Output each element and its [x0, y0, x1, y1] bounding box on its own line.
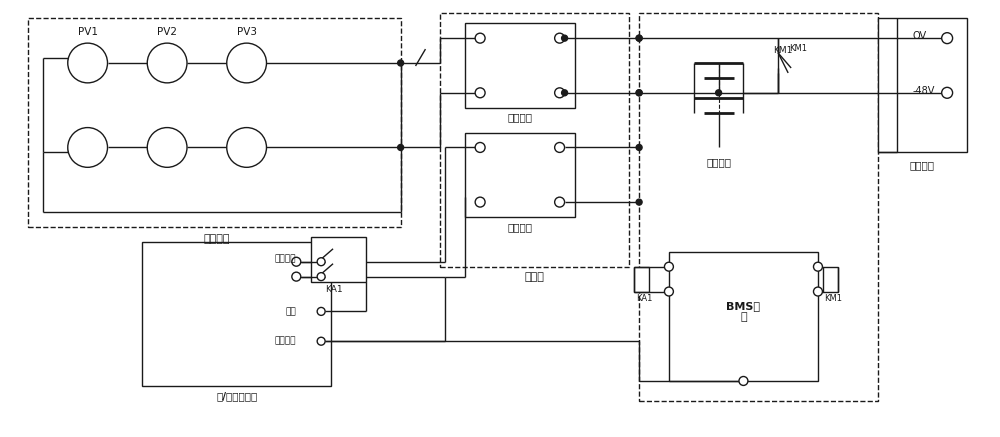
Circle shape: [813, 262, 822, 271]
Circle shape: [664, 262, 673, 271]
Bar: [465, 132, 575, 217]
Circle shape: [317, 337, 325, 345]
Circle shape: [555, 142, 565, 153]
Bar: [823, 267, 838, 291]
Text: 光伏组件: 光伏组件: [204, 234, 230, 244]
Circle shape: [147, 128, 187, 167]
Circle shape: [813, 287, 822, 296]
Circle shape: [475, 142, 485, 153]
Bar: [669, 252, 818, 381]
Circle shape: [317, 258, 325, 266]
Circle shape: [398, 60, 404, 66]
Text: KM1: KM1: [774, 45, 793, 55]
Circle shape: [636, 35, 642, 41]
Bar: [465, 23, 575, 108]
Text: 功率模块: 功率模块: [507, 113, 532, 123]
Text: 通信设备: 通信设备: [910, 160, 935, 170]
Bar: [634, 267, 649, 291]
Text: 油量输出: 油量输出: [275, 337, 296, 346]
Circle shape: [475, 33, 485, 43]
Circle shape: [292, 272, 301, 281]
Circle shape: [317, 308, 325, 316]
Bar: [311, 237, 366, 281]
Circle shape: [636, 90, 642, 96]
Text: KA1: KA1: [325, 285, 342, 294]
Text: 功率模块: 功率模块: [507, 222, 532, 232]
Circle shape: [292, 257, 301, 266]
Circle shape: [317, 273, 325, 281]
Bar: [28, 18, 401, 227]
Circle shape: [475, 197, 485, 207]
Circle shape: [555, 33, 565, 43]
Circle shape: [664, 287, 673, 296]
Text: BMS系
统: BMS系 统: [726, 301, 760, 322]
Circle shape: [636, 90, 642, 96]
Circle shape: [68, 128, 108, 167]
Circle shape: [227, 43, 266, 83]
Circle shape: [942, 33, 953, 44]
Text: OV: OV: [912, 31, 926, 41]
Circle shape: [942, 87, 953, 98]
Circle shape: [636, 145, 642, 150]
Circle shape: [636, 199, 642, 205]
Circle shape: [475, 88, 485, 98]
Text: 锂电池组: 锂电池组: [706, 157, 731, 167]
Text: 供电输出: 供电输出: [275, 254, 296, 263]
Circle shape: [562, 90, 568, 96]
Circle shape: [562, 35, 568, 41]
Text: 柴/汽油发电机: 柴/汽油发电机: [216, 391, 257, 401]
Circle shape: [555, 88, 565, 98]
Text: PV3: PV3: [237, 27, 257, 37]
Text: -48V: -48V: [912, 86, 935, 96]
Circle shape: [227, 128, 266, 167]
Text: KM1: KM1: [824, 294, 842, 303]
Circle shape: [147, 43, 187, 83]
Bar: [639, 13, 878, 401]
Bar: [878, 18, 967, 153]
Text: KA1: KA1: [636, 294, 652, 303]
Bar: [142, 242, 331, 386]
Text: PV2: PV2: [157, 27, 177, 37]
Circle shape: [555, 197, 565, 207]
Circle shape: [398, 145, 404, 150]
Circle shape: [68, 43, 108, 83]
Circle shape: [739, 377, 748, 385]
Circle shape: [636, 35, 642, 41]
Text: 控制柜: 控制柜: [525, 272, 545, 281]
Text: KM1: KM1: [789, 44, 807, 52]
Bar: [440, 13, 629, 267]
Text: PV1: PV1: [78, 27, 98, 37]
Circle shape: [716, 90, 722, 96]
Text: 启动: 启动: [286, 307, 296, 316]
